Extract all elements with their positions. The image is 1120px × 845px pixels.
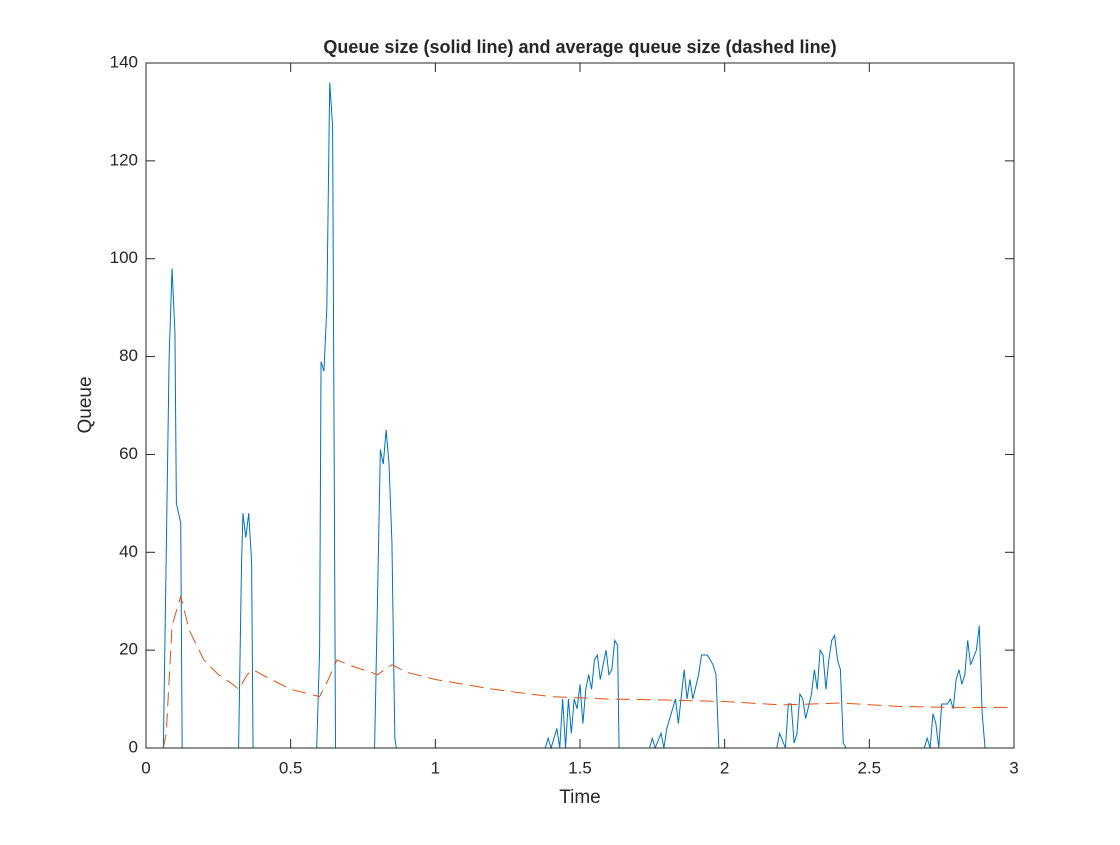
y-tick-label: 0	[129, 737, 138, 756]
data-line	[162, 594, 1014, 749]
y-axis-label: Queue	[75, 376, 96, 433]
y-tick-label: 80	[119, 346, 138, 365]
y-tick-label: 120	[110, 150, 138, 169]
y-tick-label: 60	[119, 444, 138, 463]
chart-title: Queue size (solid line) and average queu…	[323, 37, 836, 57]
y-tick-label: 140	[110, 52, 138, 71]
x-axis-label: Time	[559, 787, 601, 808]
x-tick-label: 3	[1009, 758, 1018, 777]
x-tick-label: 1	[431, 758, 440, 777]
x-tick-label: 0.5	[279, 758, 303, 777]
x-tick-label: 2	[720, 758, 729, 777]
x-tick-label: 1.5	[568, 758, 592, 777]
y-tick-label: 40	[119, 542, 138, 561]
x-tick-label: 2.5	[858, 758, 882, 777]
y-tick-label: 20	[119, 640, 138, 659]
x-tick-label: 0	[141, 758, 150, 777]
y-tick-label: 100	[110, 248, 138, 267]
